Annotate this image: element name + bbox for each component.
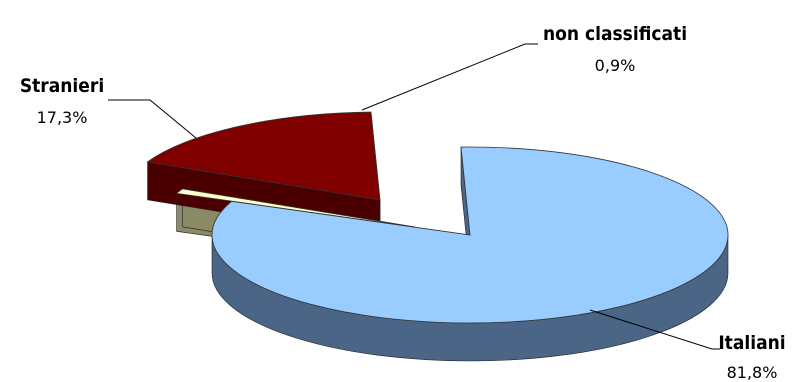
leader-line-stranieri [108, 99, 197, 139]
pie-slices [146, 111, 729, 324]
label-value-italiani: 81,8% [727, 363, 778, 382]
label-name-italiani: Italiani [718, 332, 785, 354]
pie-slice-non-classificati [175, 188, 416, 228]
pie-slice-italiani [211, 146, 729, 324]
pie-slice-stranieri [146, 111, 381, 201]
leader-line-italiani [589, 309, 720, 350]
leader-line-non-classificati [361, 43, 538, 111]
label-name-non-classificati: non classificati [543, 23, 687, 45]
leader-lines [108, 43, 720, 350]
label-value-non-classificati: 0,9% [595, 56, 636, 75]
label-name-stranieri: Stranieri [20, 75, 104, 97]
label-value-stranieri: 17,3% [37, 108, 88, 127]
